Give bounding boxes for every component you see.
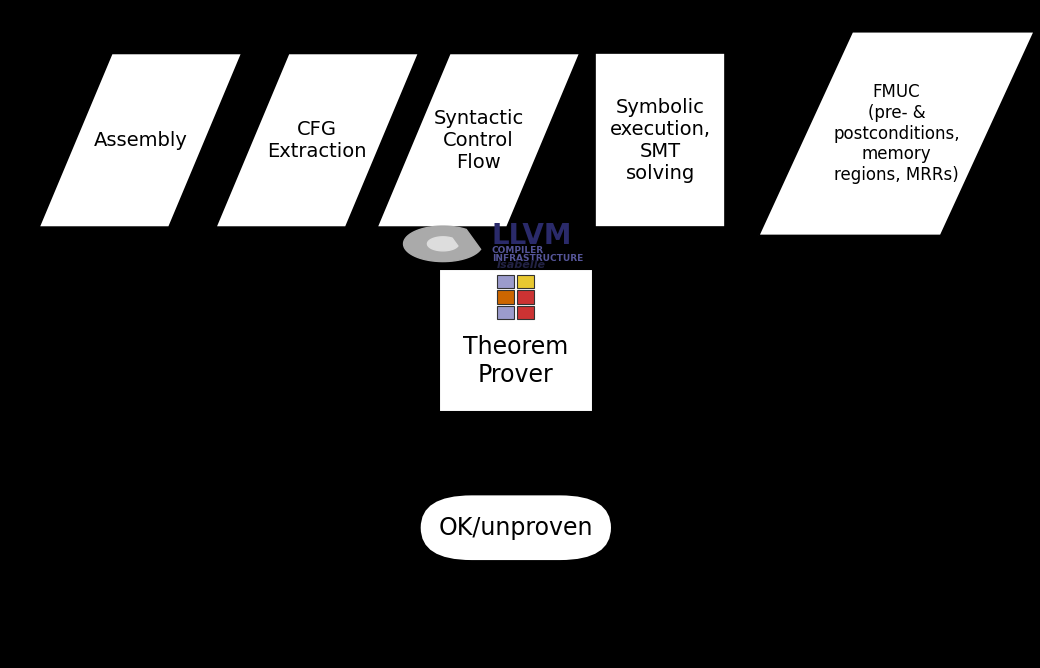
FancyBboxPatch shape (517, 306, 534, 319)
Polygon shape (427, 237, 458, 250)
Polygon shape (378, 53, 580, 227)
FancyBboxPatch shape (439, 269, 593, 413)
FancyBboxPatch shape (517, 275, 534, 289)
Polygon shape (404, 226, 480, 262)
FancyBboxPatch shape (497, 275, 515, 289)
Text: OK/unproven: OK/unproven (439, 516, 593, 540)
FancyBboxPatch shape (420, 494, 613, 561)
Text: FMUC
(pre- &
postconditions,
memory
regions, MRRs): FMUC (pre- & postconditions, memory regi… (833, 83, 960, 184)
Polygon shape (759, 32, 1034, 236)
Text: COMPILER: COMPILER (492, 246, 544, 255)
Text: Symbolic
execution,
SMT
solving: Symbolic execution, SMT solving (609, 98, 711, 183)
Text: Isabelle: Isabelle (496, 261, 546, 270)
FancyBboxPatch shape (497, 306, 515, 319)
Polygon shape (216, 53, 418, 227)
FancyBboxPatch shape (517, 291, 534, 304)
Text: Assembly: Assembly (94, 131, 187, 150)
Polygon shape (40, 53, 241, 227)
Polygon shape (595, 53, 726, 227)
Text: INFRASTRUCTURE: INFRASTRUCTURE (492, 254, 583, 263)
Text: CFG
Extraction: CFG Extraction (267, 120, 367, 161)
Text: LLVM: LLVM (492, 222, 572, 250)
FancyBboxPatch shape (497, 291, 515, 304)
Text: Syntactic
Control
Flow: Syntactic Control Flow (434, 109, 523, 172)
Text: Theorem
Prover: Theorem Prover (463, 335, 569, 387)
